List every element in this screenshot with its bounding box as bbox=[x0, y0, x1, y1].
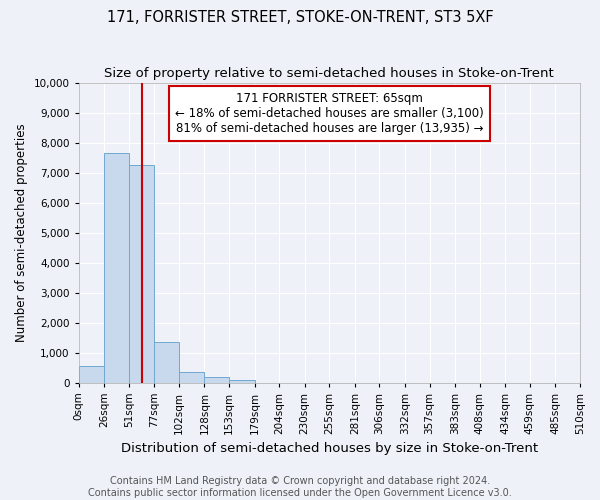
Title: Size of property relative to semi-detached houses in Stoke-on-Trent: Size of property relative to semi-detach… bbox=[104, 68, 554, 80]
Bar bbox=[205, 377, 229, 382]
Text: 171, FORRISTER STREET, STOKE-ON-TRENT, ST3 5XF: 171, FORRISTER STREET, STOKE-ON-TRENT, S… bbox=[107, 10, 493, 25]
Text: Contains HM Land Registry data © Crown copyright and database right 2024.
Contai: Contains HM Land Registry data © Crown c… bbox=[88, 476, 512, 498]
Bar bbox=[129, 166, 154, 382]
Bar bbox=[179, 372, 205, 382]
Bar bbox=[104, 154, 129, 382]
Bar bbox=[229, 380, 254, 382]
X-axis label: Distribution of semi-detached houses by size in Stoke-on-Trent: Distribution of semi-detached houses by … bbox=[121, 442, 538, 455]
Y-axis label: Number of semi-detached properties: Number of semi-detached properties bbox=[15, 124, 28, 342]
Bar bbox=[154, 342, 179, 382]
Bar bbox=[79, 366, 104, 382]
Text: 171 FORRISTER STREET: 65sqm
← 18% of semi-detached houses are smaller (3,100)
81: 171 FORRISTER STREET: 65sqm ← 18% of sem… bbox=[175, 92, 484, 135]
